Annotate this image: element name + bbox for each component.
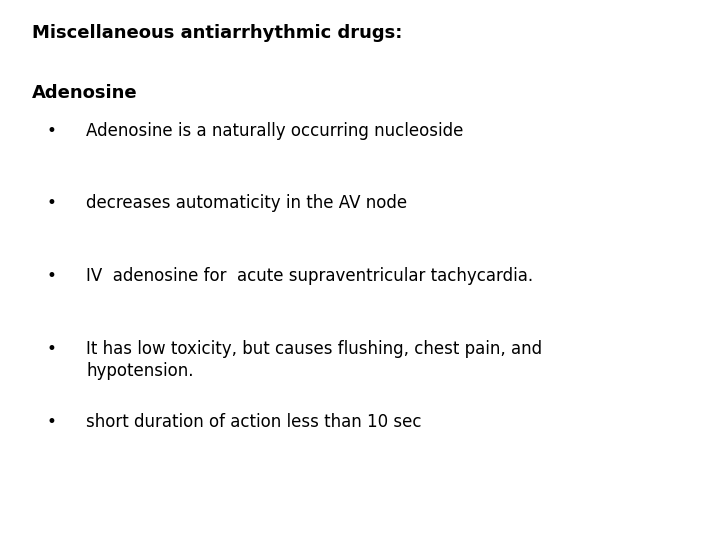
Text: •: •	[47, 122, 57, 139]
Text: •: •	[47, 413, 57, 431]
Text: decreases automaticity in the AV node: decreases automaticity in the AV node	[86, 194, 408, 212]
Text: •: •	[47, 194, 57, 212]
Text: •: •	[47, 340, 57, 358]
Text: Adenosine is a naturally occurring nucleoside: Adenosine is a naturally occurring nucle…	[86, 122, 464, 139]
Text: •: •	[47, 267, 57, 285]
Text: IV  adenosine for  acute supraventricular tachycardia.: IV adenosine for acute supraventricular …	[86, 267, 534, 285]
Text: Miscellaneous antiarrhythmic drugs:: Miscellaneous antiarrhythmic drugs:	[32, 24, 402, 42]
Text: It has low toxicity, but causes flushing, chest pain, and
hypotension.: It has low toxicity, but causes flushing…	[86, 340, 543, 380]
Text: Adenosine: Adenosine	[32, 84, 138, 102]
Text: short duration of action less than 10 sec: short duration of action less than 10 se…	[86, 413, 422, 431]
